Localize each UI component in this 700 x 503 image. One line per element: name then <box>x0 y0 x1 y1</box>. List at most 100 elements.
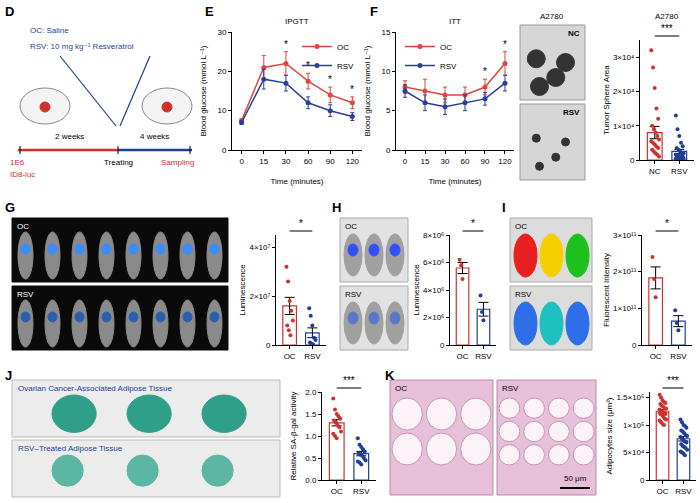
svg-text:*: * <box>299 218 303 229</box>
svg-text:RSV–Treated Adipose Tissue: RSV–Treated Adipose Tissue <box>18 444 123 453</box>
svg-text:Fluorescent Intensity: Fluorescent Intensity <box>602 253 611 327</box>
svg-text:10: 10 <box>381 67 390 76</box>
svg-text:15: 15 <box>381 28 390 37</box>
svg-text:RSV: RSV <box>502 384 519 393</box>
svg-text:I: I <box>502 200 506 215</box>
svg-text:50 μm: 50 μm <box>564 474 587 483</box>
svg-text:OC: OC <box>17 222 29 231</box>
svg-text:Blood glucose (mmol L⁻¹): Blood glucose (mmol L⁻¹) <box>363 45 372 136</box>
svg-text:*: * <box>483 66 487 77</box>
svg-text:*: * <box>306 60 310 71</box>
svg-text:Time (minutes): Time (minutes) <box>270 177 323 186</box>
svg-text:OC: OC <box>284 352 296 361</box>
svg-text:J: J <box>5 368 12 383</box>
svg-text:20: 20 <box>217 67 226 76</box>
svg-text:OC: OC <box>440 43 452 52</box>
svg-text:ID8-luc: ID8-luc <box>10 170 35 179</box>
svg-text:OC: OC <box>395 384 407 393</box>
svg-text:E: E <box>205 4 214 19</box>
svg-text:OC: OC <box>331 487 343 496</box>
svg-text:Tumor Sphere Area: Tumor Sphere Area <box>602 65 611 135</box>
svg-text:0: 0 <box>440 341 445 350</box>
svg-text:10: 10 <box>217 106 226 115</box>
svg-text:RSV: RSV <box>670 352 687 361</box>
svg-text:2 weeks: 2 weeks <box>55 132 84 141</box>
svg-text:0: 0 <box>266 341 271 350</box>
svg-text:30: 30 <box>281 157 290 166</box>
svg-text:NC: NC <box>568 29 580 38</box>
svg-text:1×10⁴: 1×10⁴ <box>613 122 635 131</box>
svg-text:0: 0 <box>630 156 635 165</box>
svg-text:RSV: RSV <box>475 352 492 361</box>
svg-text:K: K <box>385 368 395 383</box>
svg-text:Blood glucose (mmol L⁻¹): Blood glucose (mmol L⁻¹) <box>199 45 208 136</box>
svg-text:*: * <box>503 39 507 50</box>
svg-text:120: 120 <box>346 157 360 166</box>
svg-text:A2780: A2780 <box>655 12 679 21</box>
svg-text:OC: Saline: OC: Saline <box>30 26 69 35</box>
svg-text:Luminescence: Luminescence <box>238 264 247 316</box>
svg-text:3×10⁴: 3×10⁴ <box>613 53 635 62</box>
svg-text:F: F <box>370 4 378 19</box>
svg-text:1.0: 1.0 <box>305 432 317 441</box>
svg-text:1.5×10⁵: 1.5×10⁵ <box>616 393 644 402</box>
svg-text:Adipocytes size (μm²): Adipocytes size (μm²) <box>605 397 614 474</box>
svg-text:RSV: RSV <box>17 290 34 299</box>
svg-text:4×10⁶: 4×10⁶ <box>423 286 444 295</box>
svg-text:0.5: 0.5 <box>305 454 317 463</box>
svg-text:0: 0 <box>403 157 408 166</box>
svg-text:*: * <box>284 39 288 50</box>
svg-text:60: 60 <box>304 157 313 166</box>
svg-text:RSV: RSV <box>563 108 580 117</box>
svg-text:15: 15 <box>259 157 268 166</box>
svg-text:OC: OC <box>337 43 349 52</box>
svg-text:ITT: ITT <box>449 17 461 26</box>
svg-text:OC: OC <box>345 222 357 231</box>
svg-text:RSV: RSV <box>345 290 362 299</box>
svg-text:1×10¹¹: 1×10¹¹ <box>613 304 637 313</box>
svg-text:2×10⁴: 2×10⁴ <box>613 87 635 96</box>
svg-text:4×10⁷: 4×10⁷ <box>249 243 270 252</box>
svg-text:H: H <box>332 200 341 215</box>
svg-text:0.0: 0.0 <box>305 476 317 485</box>
svg-text:30: 30 <box>441 157 450 166</box>
svg-text:*: * <box>471 218 475 229</box>
svg-text:OC: OC <box>650 352 662 361</box>
svg-text:***: *** <box>667 375 679 386</box>
svg-text:OC: OC <box>457 352 469 361</box>
svg-text:OC: OC <box>657 487 669 496</box>
svg-text:Ovarian Cancer-Associated Adip: Ovarian Cancer-Associated Adipose Tissue <box>18 384 172 393</box>
svg-text:2.0: 2.0 <box>305 388 317 397</box>
svg-text:3×10¹¹: 3×10¹¹ <box>613 231 637 240</box>
svg-text:*: * <box>665 218 669 229</box>
svg-text:*: * <box>350 84 354 95</box>
svg-text:1×10⁵: 1×10⁵ <box>623 421 644 430</box>
svg-text:Luminescence: Luminescence <box>412 264 421 316</box>
svg-text:*: * <box>328 74 332 85</box>
svg-text:30: 30 <box>217 28 226 37</box>
svg-text:OC: OC <box>515 222 527 231</box>
svg-text:0: 0 <box>640 476 645 485</box>
svg-text:RSV: RSV <box>353 487 370 496</box>
svg-text:60: 60 <box>461 157 470 166</box>
svg-text:2×10¹¹: 2×10¹¹ <box>613 267 637 276</box>
svg-text:0: 0 <box>386 146 391 155</box>
svg-text:90: 90 <box>481 157 490 166</box>
svg-text:A2780: A2780 <box>540 12 564 21</box>
svg-text:1.5: 1.5 <box>305 410 317 419</box>
svg-text:Treating: Treating <box>104 158 133 167</box>
svg-text:NC: NC <box>649 167 661 176</box>
svg-text:RSV: RSV <box>304 352 321 361</box>
svg-text:0: 0 <box>222 146 227 155</box>
svg-text:RSV: RSV <box>337 62 354 71</box>
svg-text:Time (minutes): Time (minutes) <box>428 177 481 186</box>
svg-text:IPGTT: IPGTT <box>285 17 309 26</box>
svg-text:RSV: RSV <box>515 290 532 299</box>
svg-text:1E6: 1E6 <box>10 158 25 167</box>
svg-text:D: D <box>5 4 14 19</box>
svg-text:8×10⁶: 8×10⁶ <box>423 231 444 240</box>
svg-text:RSV: 10 mg kg⁻¹ Resveratrol: RSV: 10 mg kg⁻¹ Resveratrol <box>30 42 134 51</box>
svg-text:120: 120 <box>498 157 512 166</box>
svg-text:***: *** <box>343 375 355 386</box>
svg-text:2×10⁷: 2×10⁷ <box>249 292 270 301</box>
